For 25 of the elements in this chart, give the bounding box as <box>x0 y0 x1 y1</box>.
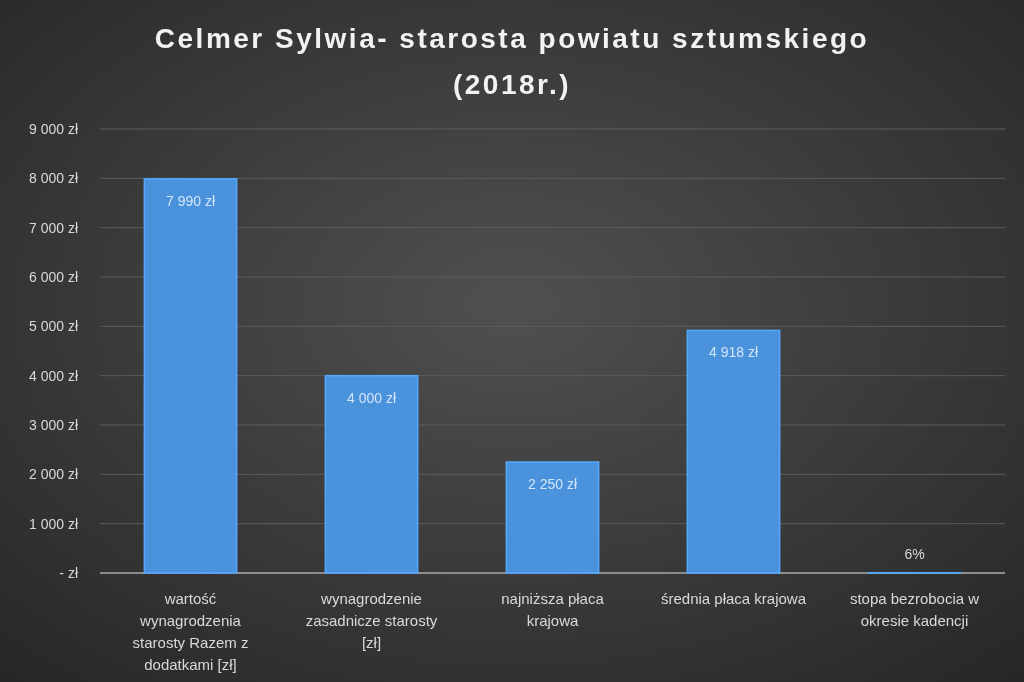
data-label: 7 990 zł <box>165 192 216 209</box>
chart-title: Celmer Sylwia- starosta powiatu sztumskiego (2018r.) <box>154 23 870 100</box>
y-tick-label: 2 000 zł <box>28 466 79 483</box>
x-tick-label: wartość wynagrodzenia starosty Razem z dodatkami [zł] <box>132 590 249 673</box>
y-tick-label: - zł <box>59 564 79 581</box>
x-tick-label: stopa bezrobocia w okresie kadencji <box>849 590 980 629</box>
y-tick-label: 8 000 zł <box>28 170 79 187</box>
x-tick-label: średnia płaca krajowa <box>660 590 807 607</box>
y-tick-label: 7 000 zł <box>28 219 79 236</box>
data-label: 2 250 zł <box>527 476 578 492</box>
data-label: 4 918 zł <box>708 344 759 361</box>
x-tick-label: najniższa płaca krajowa <box>501 590 605 629</box>
bar <box>324 374 419 574</box>
y-tick-label: 3 000 zł <box>28 416 79 433</box>
y-tick-label: 1 000 zł <box>28 515 79 532</box>
y-tick-label: 6 000 zł <box>28 268 79 285</box>
y-tick-label: 4 000 zł <box>28 367 79 384</box>
bar <box>505 461 600 574</box>
y-tick-label: 5 000 zł <box>28 318 79 335</box>
y-tick-label: 9 000 zł <box>28 120 79 137</box>
data-label: 4 000 zł <box>346 389 397 406</box>
x-tick-label: wynagrodzenie zasadnicze starosty [zł] <box>305 590 438 651</box>
data-label: 6% <box>904 545 925 562</box>
bar <box>143 178 238 574</box>
bar <box>686 329 781 574</box>
